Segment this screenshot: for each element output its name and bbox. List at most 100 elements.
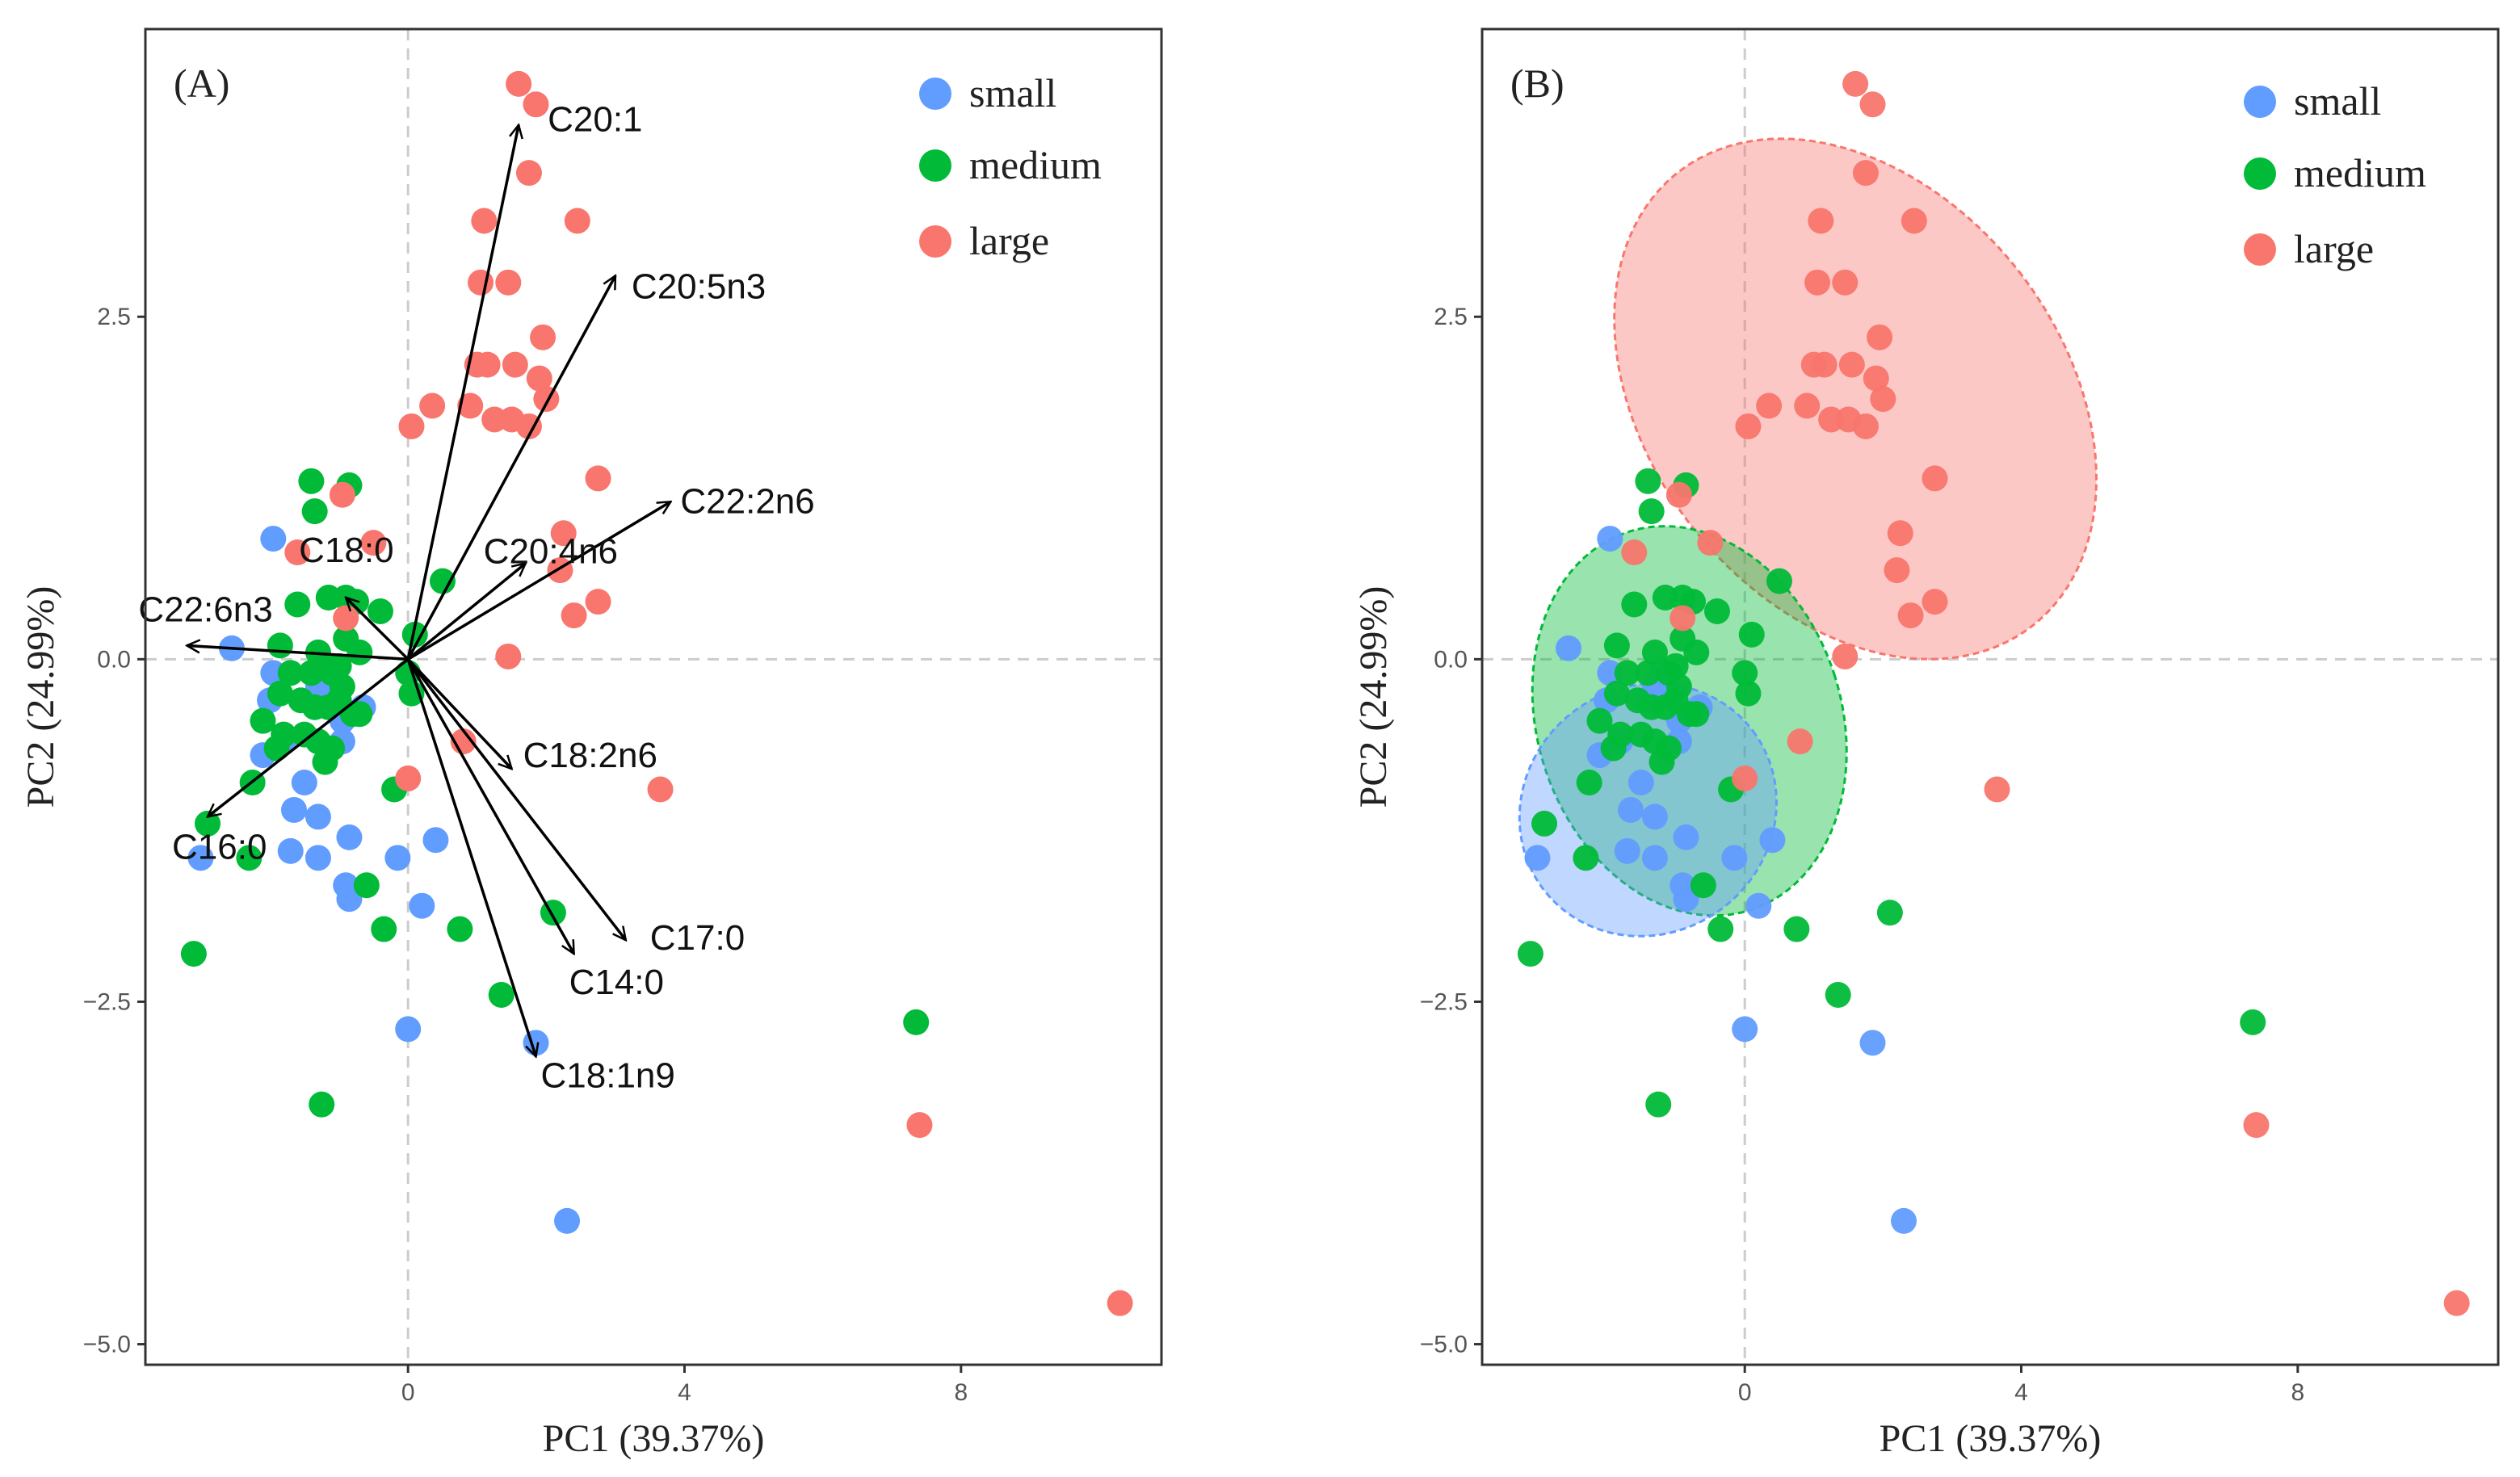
point-large: [1852, 413, 1879, 439]
loading-arrow: [406, 125, 519, 660]
panel-a-biplot: C20:1 C20:5n3 C22:2n6 C20:4n6 C18:0 C22:6n3 C1…: [19, 27, 1163, 1460]
point-medium: [367, 598, 393, 624]
loading-arrow: [407, 500, 670, 661]
point-medium: [353, 872, 380, 899]
legend-medium-label: medium: [2294, 150, 2426, 195]
point-large: [1808, 208, 1834, 234]
point-small: [554, 1207, 581, 1234]
point-medium: [1783, 916, 1810, 942]
point-large: [1922, 589, 1948, 615]
point-medium: [1662, 652, 1689, 679]
point-large: [360, 530, 387, 556]
point-large: [398, 413, 425, 439]
legend-small-marker: [919, 78, 951, 110]
panel-b-legend: small medium large: [2244, 78, 2426, 271]
point-large: [647, 776, 674, 803]
point-large: [1867, 324, 1893, 350]
loading-label: C17:0: [650, 918, 745, 958]
panel-a-scatter-points: [180, 70, 1133, 1316]
panel-a-axis-ticks: 0 4 8 −5.0 −2.5 0.0 2.5: [83, 304, 968, 1406]
point-large: [1900, 208, 1927, 234]
point-large: [530, 324, 556, 350]
point-medium: [1635, 660, 1661, 686]
x-tick-label: 4: [678, 1379, 691, 1406]
point-medium: [1531, 810, 1558, 837]
loading-label: C18:0: [299, 531, 393, 570]
point-large: [1732, 765, 1758, 791]
legend-large-label: large: [2294, 226, 2374, 271]
point-small: [304, 845, 331, 871]
loading-arrow: [346, 598, 410, 661]
x-tick-label: 0: [401, 1379, 415, 1406]
point-medium: [1600, 735, 1627, 762]
x-tick-label: 0: [1738, 1379, 1752, 1406]
point-large: [1984, 776, 2010, 803]
point-medium: [1703, 598, 1730, 624]
y-tick-label: 2.5: [1434, 304, 1468, 330]
ellipse-large: [1613, 137, 2098, 661]
point-large: [1859, 91, 1886, 118]
point-medium: [1621, 591, 1648, 618]
point-large: [2443, 1290, 2470, 1316]
point-large: [1804, 269, 1831, 296]
point-large: [419, 392, 446, 419]
point-large: [284, 539, 311, 566]
point-medium: [1586, 707, 1613, 734]
point-medium: [488, 981, 514, 1008]
point-large: [1794, 392, 1821, 419]
point-large: [1665, 481, 1692, 508]
legend-large-label: large: [969, 218, 1049, 263]
point-medium: [346, 701, 373, 728]
point-medium: [903, 1009, 930, 1035]
panel-a-frame: [144, 27, 1163, 1366]
point-small: [1641, 804, 1668, 830]
point-medium: [301, 498, 328, 525]
point-medium: [1683, 701, 1710, 728]
point-medium: [1614, 660, 1640, 686]
point-large: [471, 208, 498, 234]
point-small: [187, 845, 214, 871]
point-large: [506, 70, 532, 97]
point-medium: [1638, 498, 1665, 525]
point-large: [2243, 1112, 2270, 1139]
point-large: [1863, 365, 1889, 392]
point-small: [336, 824, 363, 850]
point-large: [1735, 413, 1762, 439]
loading-label: C22:6n3: [138, 590, 272, 629]
loading-arrow: [406, 658, 511, 769]
point-small: [304, 804, 331, 830]
point-small: [1732, 1016, 1758, 1043]
loading-arrow: [406, 658, 536, 1056]
point-medium: [263, 735, 290, 762]
point-medium: [346, 639, 373, 665]
point-medium: [267, 680, 293, 707]
point-small: [1673, 886, 1699, 913]
point-large: [495, 269, 522, 296]
point-small: [1745, 892, 1772, 919]
point-medium: [1690, 872, 1716, 899]
point-medium: [1707, 916, 1734, 942]
loading-label: C20:1: [548, 100, 642, 140]
loading-label: C14:0: [569, 963, 664, 1002]
point-large: [1870, 386, 1896, 413]
point-large: [1670, 605, 1696, 632]
y-tick-label: 2.5: [97, 304, 131, 330]
point-small: [523, 1030, 549, 1056]
point-large: [1832, 269, 1858, 296]
point-small: [336, 886, 363, 913]
legend-medium-label: medium: [969, 142, 1102, 187]
point-large: [585, 589, 611, 615]
loading-arrow: [208, 657, 410, 816]
point-small: [1597, 526, 1623, 552]
loading-label: C20:5n3: [632, 266, 766, 306]
point-large: [1842, 70, 1869, 97]
point-medium: [1641, 639, 1668, 665]
loading-arrow: [406, 275, 617, 661]
point-small: [1859, 1030, 1886, 1056]
point-large: [1922, 465, 1948, 492]
loading-arrow: [406, 658, 626, 940]
point-medium: [284, 591, 311, 618]
legend-large-marker: [919, 225, 951, 258]
point-medium: [250, 707, 276, 734]
